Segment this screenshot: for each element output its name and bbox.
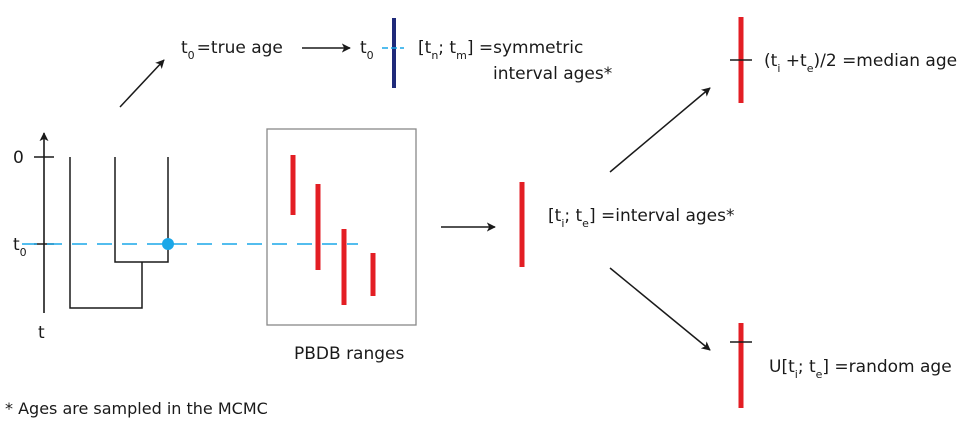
arrow-to-true-age [119,59,165,108]
pbdb-range-bars [290,155,376,305]
tick-label-t0: t0 [13,235,27,259]
arrow-to-random [609,267,711,351]
fossil-node-dot [162,238,174,250]
tree-branch-inner [114,157,169,263]
true-age-label: t0 =true age [181,38,283,62]
random-label: U[ti; te] =random age [769,357,952,381]
footnote: * Ages are sampled in the MCMC [5,399,268,418]
tick-label-zero: 0 [13,148,24,168]
arrow-to-median [609,87,711,173]
time-axis: 0 t0 t [13,132,54,343]
symmetric-label-line1: [tn; tm] =symmetric [418,38,583,62]
tree-branch-outer [69,157,143,309]
median-label: (ti +te)/2 =median age [764,51,957,75]
axis-label-t: t [38,323,45,343]
phylogenetic-tree [69,157,169,309]
pbdb-box [266,128,417,326]
symmetric-t0-label: t0 [360,38,374,62]
symmetric-label-line2: interval ages* [493,64,612,84]
interval-label: [ti; te] =interval ages* [548,206,734,230]
pbdb-label: PBDB ranges [294,344,405,364]
